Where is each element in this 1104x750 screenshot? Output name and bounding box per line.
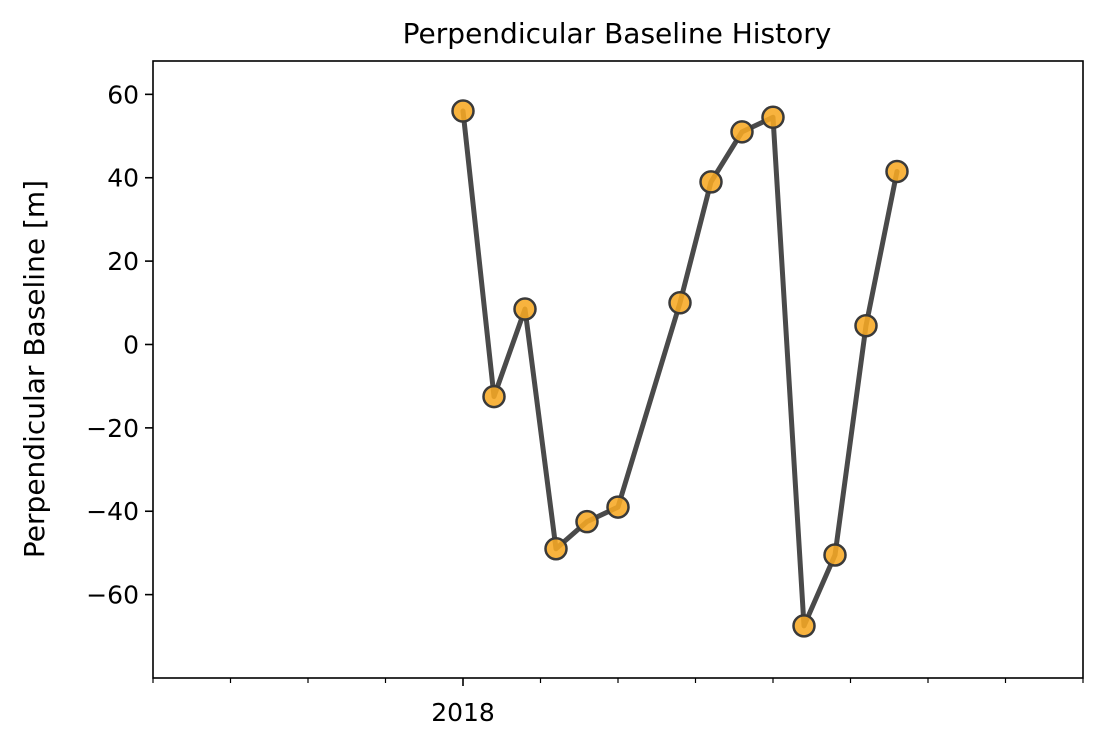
y-tick-label: 0 xyxy=(123,330,139,359)
data-point xyxy=(854,313,878,338)
plot-area-frame xyxy=(152,60,1084,679)
y-tick-label: 40 xyxy=(107,164,139,193)
data-point xyxy=(792,614,816,638)
data-point xyxy=(575,509,599,534)
data-point xyxy=(761,105,785,130)
series-group xyxy=(451,99,909,638)
data-point xyxy=(482,384,506,409)
y-tick-label: −60 xyxy=(86,581,139,610)
chart-title: Perpendicular Baseline History xyxy=(403,17,832,50)
data-point xyxy=(606,495,630,519)
y-tick-label: 60 xyxy=(107,80,139,109)
y-tick-label: 20 xyxy=(107,247,139,276)
data-point xyxy=(668,291,692,315)
y-tick-label: −20 xyxy=(86,414,139,443)
y-tick-label: −40 xyxy=(86,497,139,526)
data-point xyxy=(451,99,475,123)
data-point xyxy=(885,159,909,184)
series-line xyxy=(460,108,900,629)
y-axis-label: Perpendicular Baseline [m] xyxy=(18,180,51,558)
data-point xyxy=(699,170,723,194)
data-point xyxy=(544,537,568,561)
x-tick-label: 2018 xyxy=(431,698,495,727)
y-axis: 60 40 20 0 −20 −40 −60 xyxy=(86,80,153,610)
x-axis: 2018 xyxy=(152,678,1084,727)
data-point xyxy=(513,297,537,321)
data-point xyxy=(823,543,847,567)
data-point xyxy=(730,120,754,144)
